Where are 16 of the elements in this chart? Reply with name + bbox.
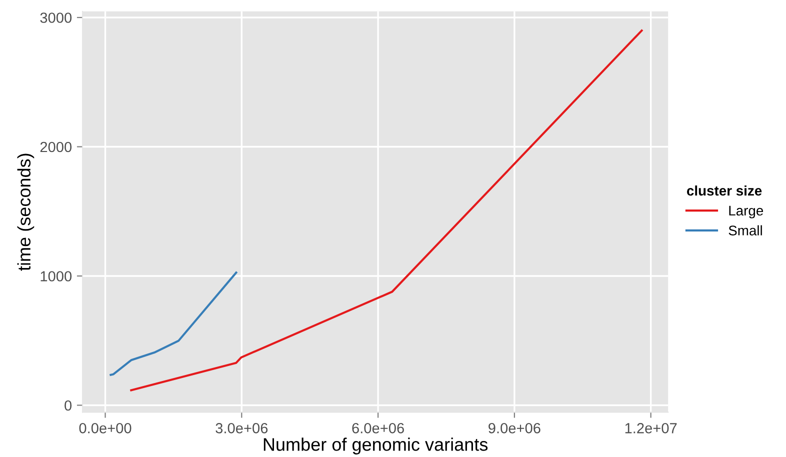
y-tick-label: 3000 (40, 12, 72, 23)
x-tick-label: 3.0e+06 (216, 423, 268, 434)
y-tick-label: 0 (64, 400, 72, 411)
y-tick-label: 2000 (40, 142, 72, 152)
legend-label: Small (728, 225, 762, 236)
legend-label: Large (729, 206, 764, 218)
x-tick-label: 6.0e+06 (352, 423, 404, 434)
line-series (110, 272, 238, 376)
y-tick-label: 1000 (40, 271, 72, 282)
x-tick-label: 0.0e+00 (79, 423, 132, 434)
x-tick-label: 1.2e+07 (625, 423, 677, 434)
y-axis-title: time (seconds) (17, 154, 34, 271)
x-axis-title: Number of genomic variants (264, 438, 488, 454)
legend-title: cluster size (687, 185, 762, 196)
line-series (130, 30, 643, 392)
x-tick-label: 9.0e+06 (488, 423, 540, 434)
